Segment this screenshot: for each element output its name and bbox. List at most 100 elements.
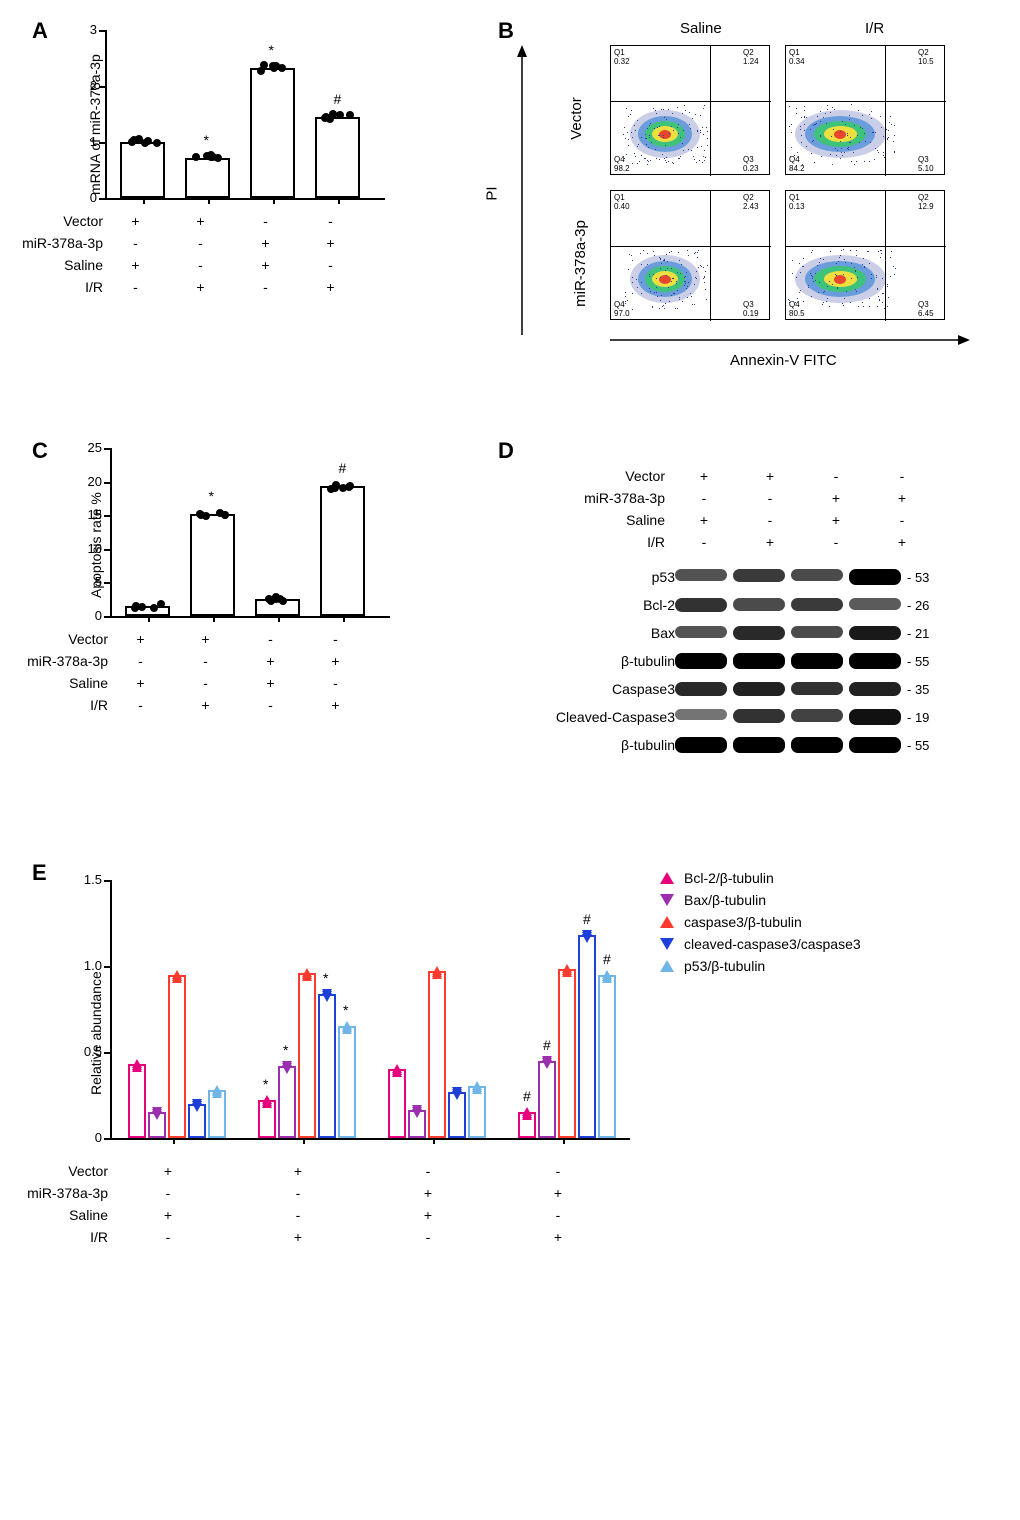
treatment-row: Saline+-+- — [15, 254, 373, 276]
bar — [558, 969, 576, 1138]
treatment-cell: + — [118, 631, 163, 647]
treatment-cell: - — [873, 512, 931, 528]
bar — [128, 1064, 146, 1138]
treatment-label: I/R — [15, 279, 113, 295]
treatment-label: I/R — [540, 534, 675, 550]
bar — [185, 158, 230, 198]
blot-row: Caspase3- 35 — [540, 675, 980, 703]
blot-protein-label: Bax — [540, 625, 675, 641]
blot-band — [675, 653, 727, 669]
treatment-cell: + — [308, 279, 353, 295]
legend-item: p53/β-tubulin — [660, 958, 861, 974]
treatment-cell: - — [378, 1229, 478, 1245]
treatment-cell: - — [807, 534, 865, 550]
blot-protein-label: β-tubulin — [540, 737, 675, 753]
treatment-cell: + — [178, 279, 223, 295]
treatment-cell: - — [243, 279, 288, 295]
treatment-cell: + — [741, 468, 799, 484]
treatment-cell: - — [118, 1229, 218, 1245]
treatment-cell: + — [178, 213, 223, 229]
treatment-cell: - — [178, 235, 223, 251]
legend-item: caspase3/β-tubulin — [660, 914, 861, 930]
blot-band — [791, 626, 843, 638]
treatment-cell: + — [675, 468, 733, 484]
treatment-cell: - — [113, 235, 158, 251]
treatment-cell: - — [248, 631, 293, 647]
panel-d-treatments: Vector++--miR-378a-3p--++Saline+-+-I/R-+… — [540, 465, 980, 553]
treatment-cell: + — [741, 534, 799, 550]
bar — [318, 994, 336, 1138]
treatment-cell: + — [118, 1207, 218, 1223]
bar — [388, 1069, 406, 1138]
treatment-cell: + — [183, 631, 228, 647]
bar — [338, 1026, 356, 1138]
treatment-cell: + — [243, 257, 288, 273]
blot-protein-label: β-tubulin — [540, 653, 675, 669]
treatment-cell: - — [675, 490, 733, 506]
blot-band — [791, 682, 843, 696]
treatment-cell: + — [378, 1207, 478, 1223]
flow-plot: Q10.13Q212.9Q480.5Q36.45 — [785, 190, 945, 320]
legend-label: Bax/β-tubulin — [684, 892, 766, 908]
flow-plot: Q10.40Q22.43Q497.0Q30.19 — [610, 190, 770, 320]
treatment-cell: + — [113, 257, 158, 273]
treatment-label: Vector — [20, 1163, 118, 1179]
flow-row-mir: miR-378a-3p — [572, 220, 589, 307]
bar — [120, 142, 165, 198]
treatment-cell: - — [508, 1163, 608, 1179]
flow-quadrant-label: Q35.10 — [918, 156, 934, 174]
treatment-cell: + — [807, 490, 865, 506]
treatment-cell: - — [378, 1163, 478, 1179]
blot-band — [791, 737, 843, 753]
blot-mw: - 55 — [907, 654, 929, 669]
flow-quadrant-label: Q30.23 — [743, 156, 759, 174]
pi-label: PI — [484, 186, 501, 200]
treatment-label: Saline — [15, 257, 113, 273]
flow-plot: Q10.34Q210.5Q484.2Q35.10 — [785, 45, 945, 175]
annexin-axis-arrow — [610, 330, 970, 350]
treatment-cell: - — [308, 213, 353, 229]
treatment-row: I/R-+-+ — [20, 694, 378, 716]
treatment-cell: + — [248, 1163, 348, 1179]
panel-d-label: D — [498, 438, 514, 464]
blot-band — [849, 737, 901, 753]
flow-quadrant-label: Q498.2 — [614, 156, 630, 174]
blot-row: β-tubulin - 55 — [540, 731, 980, 759]
treatment-row: I/R-+-+ — [540, 531, 980, 553]
flow-col-saline: Saline — [680, 20, 722, 37]
legend-label: Bcl-2/β-tubulin — [684, 870, 774, 886]
pi-axis-arrow — [512, 45, 532, 335]
treatment-cell: + — [248, 653, 293, 669]
flow-quadrant-label: Q30.19 — [743, 301, 759, 319]
treatment-cell: + — [243, 235, 288, 251]
treatment-cell: + — [248, 1229, 348, 1245]
treatment-row: I/R-+-+ — [15, 276, 373, 298]
blot-band — [733, 682, 785, 696]
treatment-cell: - — [308, 257, 353, 273]
treatment-cell: - — [807, 468, 865, 484]
legend-label: p53/β-tubulin — [684, 958, 765, 974]
blot-band — [849, 709, 901, 724]
treatment-cell: - — [248, 1207, 348, 1223]
blot-band — [675, 626, 727, 638]
treatment-row: Saline+-+- — [540, 509, 980, 531]
bar — [428, 971, 446, 1138]
treatment-cell: + — [873, 490, 931, 506]
treatment-row: miR-378a-3p--++ — [20, 650, 378, 672]
blot-row: Cleaved-Caspase3- 19 — [540, 703, 980, 731]
treatment-cell: + — [378, 1185, 478, 1201]
treatment-label: miR-378a-3p — [20, 653, 118, 669]
treatment-cell: - — [313, 675, 358, 691]
blot-mw: - 55 — [907, 738, 929, 753]
blot-mw: - 53 — [907, 570, 929, 585]
blot-mw: - 26 — [907, 598, 929, 613]
treatment-cell: - — [741, 490, 799, 506]
legend-label: cleaved-caspase3/caspase3 — [684, 936, 861, 952]
legend-label: caspase3/β-tubulin — [684, 914, 802, 930]
blot-band — [849, 626, 901, 641]
flow-quadrant-label: Q210.5 — [918, 49, 934, 67]
blot-band — [849, 653, 901, 669]
treatment-cell: + — [308, 235, 353, 251]
panel-e-label: E — [32, 860, 47, 886]
treatment-label: Vector — [540, 468, 675, 484]
